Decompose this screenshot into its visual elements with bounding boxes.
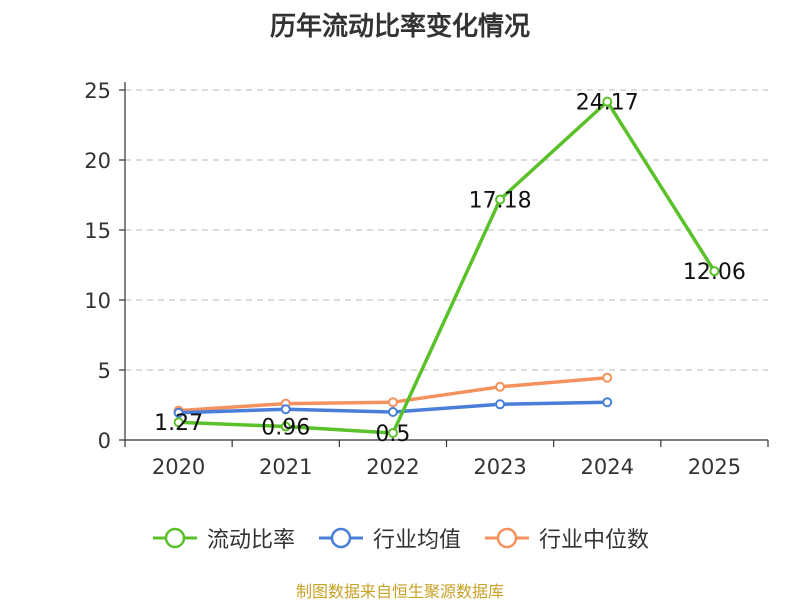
data-point [387, 407, 398, 417]
data-point [387, 397, 398, 408]
legend-label: 行业中位数 [539, 528, 650, 553]
data-label: 12.06 [683, 260, 746, 285]
y-tick-label: 20 [84, 149, 111, 173]
y-tick-label: 15 [84, 219, 111, 243]
data-point [602, 96, 613, 107]
source-note: 制图数据来自恒生聚源数据库 [295, 582, 504, 601]
data-point [280, 421, 291, 432]
data-point [173, 407, 184, 418]
data-label: 17.18 [469, 188, 532, 213]
legend-swatch-marker [496, 527, 518, 549]
chart-title: 历年流动比率变化情况 [269, 12, 530, 42]
x-tick-label: 2021 [259, 455, 312, 479]
grid-lines [125, 89, 768, 371]
x-tick-label: 2022 [366, 455, 419, 479]
data-label: 0.5 [375, 422, 410, 447]
legend-item[interactable]: 行业均值 [317, 522, 461, 554]
x-tick-label: 2025 [688, 455, 741, 479]
x-tick-label: 2020 [152, 455, 205, 479]
y-tick-label: 10 [84, 289, 111, 313]
data-point [173, 417, 184, 428]
data-point [495, 194, 506, 205]
legend-label: 流动比率 [206, 528, 295, 553]
data-labels: 1.27 0.96 0.5 17.18 24.17 12.06 [154, 91, 746, 447]
data-point [709, 266, 720, 277]
y-tick-label: 0 [98, 429, 111, 453]
data-label: 0.96 [261, 416, 310, 441]
y-tick-label: 25 [84, 79, 111, 103]
data-point [602, 372, 613, 383]
x-tick-label: 2023 [473, 455, 526, 479]
legend: 流动比率 行业均值 行业中位数 [0, 518, 800, 558]
data-label: 1.27 [154, 411, 203, 436]
legend-item[interactable]: 行业中位数 [483, 522, 649, 554]
series-lines [173, 96, 720, 438]
legend-label: 行业均值 [372, 528, 461, 553]
data-point [280, 404, 291, 415]
data-point [495, 399, 506, 410]
legend-swatch-marker [330, 527, 352, 549]
data-point [602, 397, 613, 408]
series-line [176, 99, 717, 435]
data-point [495, 381, 506, 392]
legend-swatch-icon [318, 527, 363, 549]
legend-swatch-icon [152, 527, 197, 549]
data-label: 24.17 [576, 91, 639, 116]
y-tick-label: 5 [98, 359, 111, 383]
legend-swatch-marker [164, 527, 186, 549]
legend-swatch-icon [485, 527, 529, 549]
data-point [387, 428, 398, 438]
x-tick-label: 2024 [581, 455, 634, 479]
legend-item[interactable]: 流动比率 [151, 522, 295, 554]
